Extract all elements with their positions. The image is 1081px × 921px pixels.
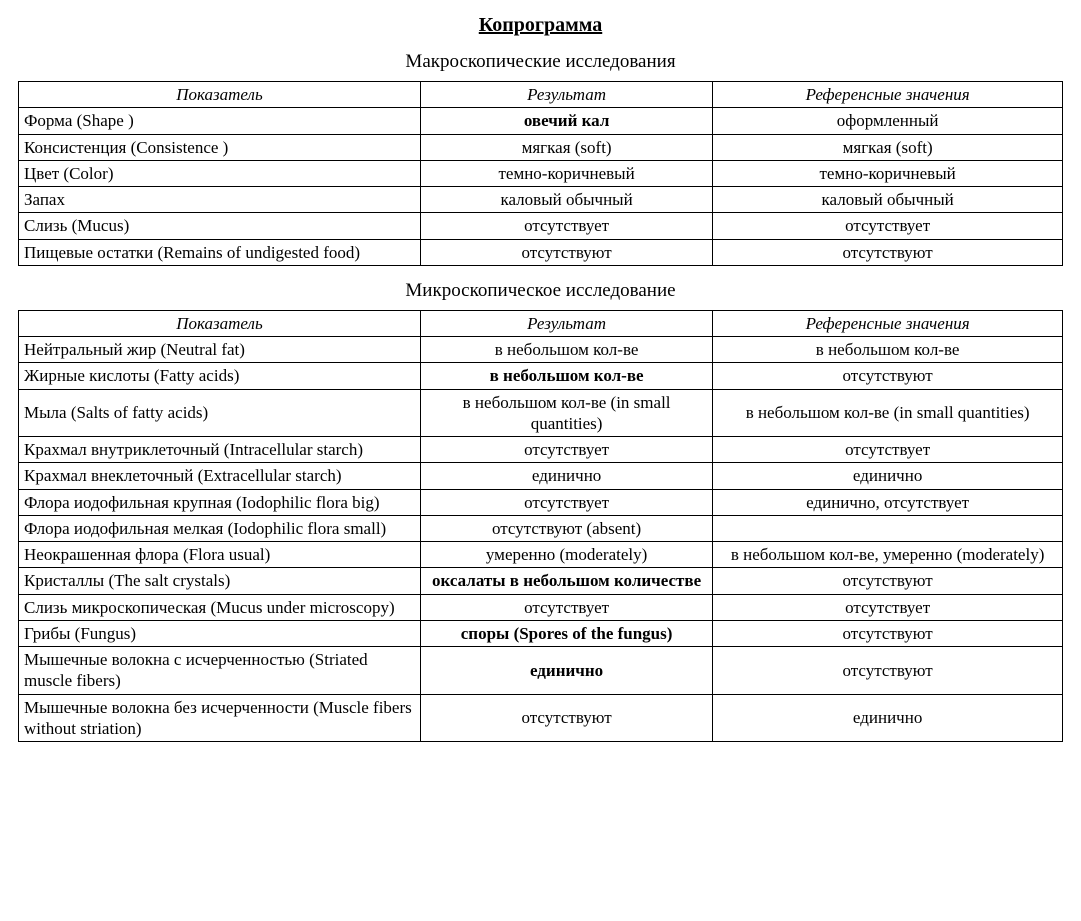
result-cell: отсутствует [420, 489, 712, 515]
table-row: Крахмал внутриклеточный (Intracellular s… [19, 437, 1063, 463]
result-cell: единично [420, 463, 712, 489]
table-header-row: ПоказательРезультатРеференсные значения [19, 310, 1063, 336]
result-cell: темно-коричневый [420, 160, 712, 186]
table-row: Кристаллы (The salt crystals)оксалаты в … [19, 568, 1063, 594]
result-cell: единично [420, 647, 712, 695]
parameter-cell: Флора иодофильная мелкая (Iodophilic flo… [19, 515, 421, 541]
parameter-cell: Крахмал внутриклеточный (Intracellular s… [19, 437, 421, 463]
parameter-cell: Слизь микроскопическая (Mucus under micr… [19, 594, 421, 620]
sections-container: Макроскопические исследованияПоказательР… [18, 51, 1063, 742]
parameter-cell: Консистенция (Consistence ) [19, 134, 421, 160]
result-cell: каловый обычный [420, 187, 712, 213]
result-cell: отсутствуют [420, 694, 712, 742]
table-row: Форма (Shape )овечий калоформленный [19, 108, 1063, 134]
column-header: Результат [420, 82, 712, 108]
table-row: Флора иодофильная мелкая (Iodophilic flo… [19, 515, 1063, 541]
results-table: ПоказательРезультатРеференсные значенияН… [18, 310, 1063, 742]
table-row: Запахкаловый обычныйкаловый обычный [19, 187, 1063, 213]
parameter-cell: Форма (Shape ) [19, 108, 421, 134]
result-cell: споры (Spores of the fungus) [420, 620, 712, 646]
table-row: Грибы (Fungus)споры (Spores of the fungu… [19, 620, 1063, 646]
reference-cell: оформленный [713, 108, 1063, 134]
reference-cell [713, 515, 1063, 541]
result-cell: оксалаты в небольшом количестве [420, 568, 712, 594]
reference-cell: в небольшом кол-ве [713, 337, 1063, 363]
table-row: Неокрашенная флора (Flora usual)умеренно… [19, 542, 1063, 568]
result-cell: отсутствуют (absent) [420, 515, 712, 541]
result-cell: отсутствует [420, 594, 712, 620]
reference-cell: единично [713, 463, 1063, 489]
column-header: Референсные значения [713, 82, 1063, 108]
table-row: Нейтральный жир (Neutral fat)в небольшом… [19, 337, 1063, 363]
result-cell: овечий кал [420, 108, 712, 134]
result-cell: отсутствуют [420, 239, 712, 265]
parameter-cell: Неокрашенная флора (Flora usual) [19, 542, 421, 568]
table-row: Крахмал внеклеточный (Extracellular star… [19, 463, 1063, 489]
reference-cell: мягкая (soft) [713, 134, 1063, 160]
reference-cell: в небольшом кол-ве, умеренно (moderately… [713, 542, 1063, 568]
table-row: Пищевые остатки (Remains of undigested f… [19, 239, 1063, 265]
table-row: Мышечные волокна без исчерченности (Musc… [19, 694, 1063, 742]
result-cell: в небольшом кол-ве [420, 363, 712, 389]
parameter-cell: Нейтральный жир (Neutral fat) [19, 337, 421, 363]
table-row: Цвет (Color)темно-коричневыйтемно-коричн… [19, 160, 1063, 186]
section-heading: Макроскопические исследования [18, 51, 1063, 73]
parameter-cell: Мыла (Salts of fatty acids) [19, 389, 421, 437]
reference-cell: отсутствует [713, 213, 1063, 239]
reference-cell: в небольшом кол-ве (in small quantities) [713, 389, 1063, 437]
table-header-row: ПоказательРезультатРеференсные значения [19, 82, 1063, 108]
reference-cell: отсутствуют [713, 363, 1063, 389]
reference-cell: отсутствует [713, 594, 1063, 620]
parameter-cell: Мышечные волокна без исчерченности (Musc… [19, 694, 421, 742]
results-table: ПоказательРезультатРеференсные значенияФ… [18, 81, 1063, 266]
table-row: Мышечные волокна с исчерченностью (Stria… [19, 647, 1063, 695]
parameter-cell: Жирные кислоты (Fatty acids) [19, 363, 421, 389]
reference-cell: отсутствуют [713, 647, 1063, 695]
parameter-cell: Слизь (Mucus) [19, 213, 421, 239]
result-cell: в небольшом кол-ве [420, 337, 712, 363]
table-row: Жирные кислоты (Fatty acids)в небольшом … [19, 363, 1063, 389]
result-cell: умеренно (moderately) [420, 542, 712, 568]
result-cell: мягкая (soft) [420, 134, 712, 160]
reference-cell: отсутствуют [713, 568, 1063, 594]
table-row: Флора иодофильная крупная (Iodophilic fl… [19, 489, 1063, 515]
reference-cell: единично, отсутствует [713, 489, 1063, 515]
reference-cell: отсутствуют [713, 239, 1063, 265]
result-cell: отсутствует [420, 437, 712, 463]
reference-cell: каловый обычный [713, 187, 1063, 213]
page-title: Копрограмма [18, 14, 1063, 37]
parameter-cell: Запах [19, 187, 421, 213]
reference-cell: темно-коричневый [713, 160, 1063, 186]
parameter-cell: Грибы (Fungus) [19, 620, 421, 646]
parameter-cell: Мышечные волокна с исчерченностью (Stria… [19, 647, 421, 695]
table-row: Мыла (Salts of fatty acids)в небольшом к… [19, 389, 1063, 437]
parameter-cell: Флора иодофильная крупная (Iodophilic fl… [19, 489, 421, 515]
result-cell: в небольшом кол-ве (in small quantities) [420, 389, 712, 437]
reference-cell: отсутствует [713, 437, 1063, 463]
parameter-cell: Пищевые остатки (Remains of undigested f… [19, 239, 421, 265]
table-row: Слизь (Mucus)отсутствуетотсутствует [19, 213, 1063, 239]
reference-cell: единично [713, 694, 1063, 742]
parameter-cell: Кристаллы (The salt crystals) [19, 568, 421, 594]
column-header: Показатель [19, 82, 421, 108]
table-row: Консистенция (Consistence )мягкая (soft)… [19, 134, 1063, 160]
column-header: Результат [420, 310, 712, 336]
parameter-cell: Крахмал внеклеточный (Extracellular star… [19, 463, 421, 489]
table-row: Слизь микроскопическая (Mucus under micr… [19, 594, 1063, 620]
column-header: Показатель [19, 310, 421, 336]
column-header: Референсные значения [713, 310, 1063, 336]
parameter-cell: Цвет (Color) [19, 160, 421, 186]
section-heading: Микроскопическое исследование [18, 280, 1063, 302]
reference-cell: отсутствуют [713, 620, 1063, 646]
result-cell: отсутствует [420, 213, 712, 239]
